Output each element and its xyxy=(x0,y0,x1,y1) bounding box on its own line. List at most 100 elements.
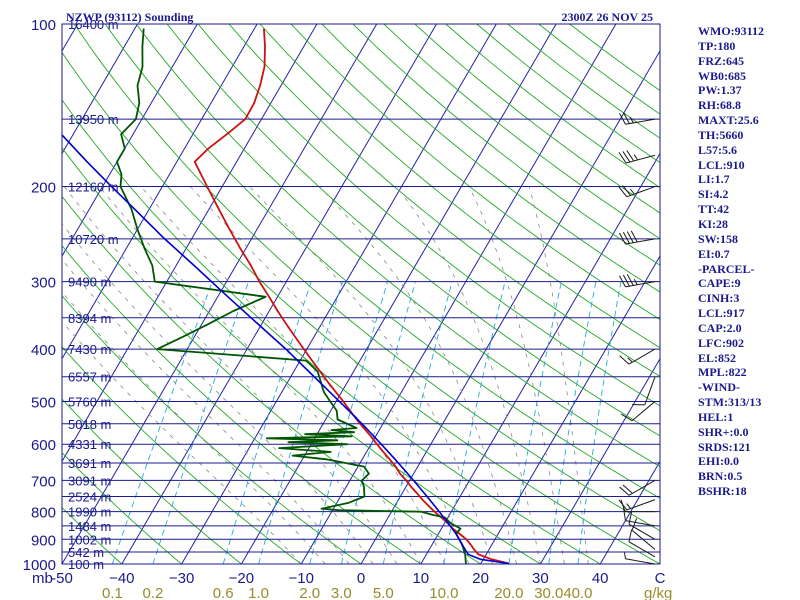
index-item: STM:313/13 xyxy=(698,395,762,410)
index-item: CINH:3 xyxy=(698,291,740,306)
temperature-tick-label: 30 xyxy=(532,570,549,587)
mixing-ratio-tick-label: 40.0 xyxy=(563,585,592,600)
wind-barb xyxy=(632,376,656,406)
mixing-ratio-tick-label: 0.2 xyxy=(143,585,164,600)
plot-frame xyxy=(61,23,661,565)
wind-barb xyxy=(620,401,656,422)
mixing-ratio-tick-label: 0.6 xyxy=(213,585,234,600)
height-label: 1484 m xyxy=(68,519,111,534)
index-item: TT:42 xyxy=(698,202,730,217)
wind-barb xyxy=(618,112,656,125)
wind-barb xyxy=(628,529,656,558)
mixing-ratio-tick-label: 2.0 xyxy=(299,585,320,600)
wind-barb xyxy=(628,511,656,540)
wind-barb xyxy=(618,274,656,288)
wind-barb xyxy=(631,518,656,550)
index-item: RH:68.8 xyxy=(698,98,741,113)
isotherm-line xyxy=(599,460,660,564)
pressure-tick-label: 300 xyxy=(31,275,56,292)
temperature-tick-label: −20 xyxy=(229,570,254,587)
mixing-ratio-tick-label: 0.1 xyxy=(102,585,123,600)
dewpoint-profile-line xyxy=(116,28,467,564)
height-label: 10720 m xyxy=(68,232,119,247)
index-item: SHR+:0.0 xyxy=(698,424,749,439)
index-item: WB0:685 xyxy=(698,68,746,83)
height-label: 9490 m xyxy=(68,275,111,290)
height-label: 542 m xyxy=(68,545,104,560)
index-item: TH:5660 xyxy=(698,127,744,142)
height-label: 16400 m xyxy=(68,17,119,32)
index-item: BSHR:18 xyxy=(698,484,747,499)
moist-adiabat-line xyxy=(249,186,493,564)
temperature-tick-label: 10 xyxy=(412,570,429,587)
mixing-ratio-tick-label: 3.0 xyxy=(331,585,352,600)
index-item: -WIND- xyxy=(698,380,740,395)
height-label: 1002 m xyxy=(68,532,111,547)
moist-adiabat-line xyxy=(140,186,446,564)
isotherm-line xyxy=(62,24,378,564)
isotherm-line xyxy=(420,152,660,564)
index-item: EL:852 xyxy=(698,350,737,365)
index-item: FRZ:645 xyxy=(698,53,744,68)
height-label: 4331 m xyxy=(68,437,111,452)
isotherm-line xyxy=(121,24,437,564)
height-label: 5018 m xyxy=(68,417,111,432)
mixing-ratio-tick-label: 1.0 xyxy=(248,585,269,600)
mixing-ratio-units-label: g/kg xyxy=(644,585,672,600)
height-label: 5760 m xyxy=(68,394,111,409)
pressure-tick-label: 1000 xyxy=(23,557,56,574)
index-item: EHI:0.0 xyxy=(698,454,740,469)
mixing-ratio-line xyxy=(111,281,213,564)
wind-barb xyxy=(618,185,656,198)
temperature-tick-label: C xyxy=(655,570,666,587)
pressure-tick-label: 100 xyxy=(31,17,56,34)
temperature-tick-label: -50 xyxy=(51,570,73,587)
index-item: BRN:0.5 xyxy=(698,469,743,484)
wind-barb xyxy=(623,508,656,527)
height-label: 3691 m xyxy=(68,456,111,471)
temperature-tick-label: −10 xyxy=(288,570,313,587)
temperature-tick-label: −40 xyxy=(109,570,134,587)
mixing-ratio-tick-label: 30.0 xyxy=(534,585,563,600)
index-item: HEL:1 xyxy=(698,409,734,424)
wind-barb xyxy=(624,552,656,565)
mixing-ratio-tick-label: 5.0 xyxy=(373,585,394,600)
pressure-tick-label: 200 xyxy=(31,180,56,197)
index-item: CAPE:9 xyxy=(698,276,741,291)
mixing-ratio-tick-label: 10.0 xyxy=(429,585,458,600)
stability-indices-list: WMO:93112 TP:180 FRZ:645 WB0:685 PW:1.37 RH:6… xyxy=(698,24,798,499)
index-item: SW:158 xyxy=(698,231,739,246)
temperature-tick-label: 40 xyxy=(592,570,609,587)
pressure-tick-label: 400 xyxy=(31,342,56,359)
wind-barb xyxy=(619,348,656,365)
parcel-profile-line xyxy=(62,133,510,564)
pressure-tick-label: 800 xyxy=(31,505,56,522)
pressure-tick-label: 700 xyxy=(31,473,56,490)
chart-title: NZWP (93112) Sounding xyxy=(66,10,193,24)
isotherm-line xyxy=(62,24,258,360)
height-label: 7430 m xyxy=(68,342,111,357)
mixing-ratio-tick-label: 20.0 xyxy=(494,585,523,600)
isotherm-line xyxy=(240,24,557,564)
height-label: 8394 m xyxy=(68,311,111,326)
pressure-tick-label: 600 xyxy=(31,437,56,454)
temperature-tick-label: 0 xyxy=(357,570,365,587)
isotherm-line xyxy=(62,24,138,155)
index-item: SRDS:121 xyxy=(698,439,751,454)
sounding-datetime: 2300Z 26 NOV 25 xyxy=(562,10,653,24)
temperature-tick-label: −30 xyxy=(169,570,194,587)
temperature-profile-line xyxy=(193,28,510,564)
index-item: KI:28 xyxy=(698,216,728,231)
isotherm-line xyxy=(300,24,617,564)
index-item: MAXT:25.6 xyxy=(698,113,759,128)
index-item: LCL:917 xyxy=(698,306,745,321)
pressure-units-label: mb xyxy=(32,570,53,587)
temperature-tick-label: 20 xyxy=(472,570,489,587)
index-item: LFC:902 xyxy=(698,335,744,350)
index-item: TP:180 xyxy=(698,38,736,53)
index-item: LCL:910 xyxy=(698,157,745,172)
isotherm-line xyxy=(62,24,198,258)
isotherm-line xyxy=(360,49,660,564)
index-item: SI:4.2 xyxy=(698,187,729,202)
